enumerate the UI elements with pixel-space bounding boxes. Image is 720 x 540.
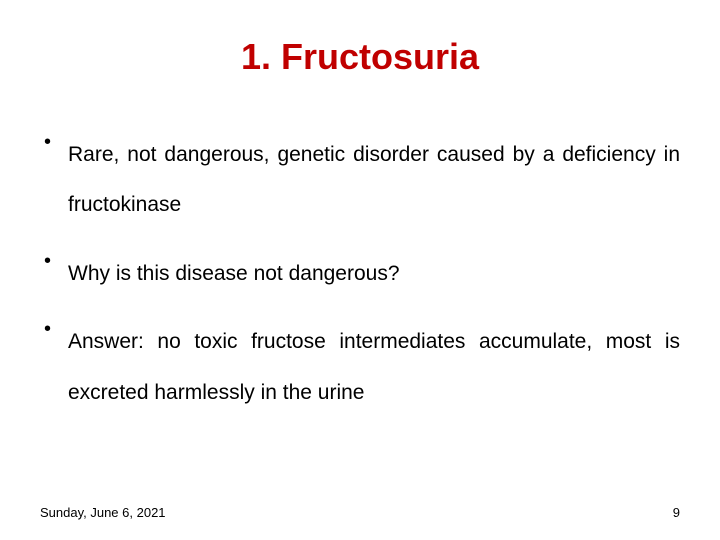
slide: 1. Fructosuria Rare, not dangerous, gene…	[0, 0, 720, 540]
slide-body: Rare, not dangerous, genetic disorder ca…	[40, 130, 680, 436]
footer-page-number: 9	[673, 505, 680, 520]
bullet-item: Rare, not dangerous, genetic disorder ca…	[40, 130, 680, 231]
bullet-item: Why is this disease not dangerous?	[40, 249, 680, 299]
slide-title: 1. Fructosuria	[0, 36, 720, 78]
bullet-item: Answer: no toxic fructose intermediates …	[40, 317, 680, 418]
bullet-list: Rare, not dangerous, genetic disorder ca…	[40, 130, 680, 418]
footer-date: Sunday, June 6, 2021	[40, 505, 166, 520]
